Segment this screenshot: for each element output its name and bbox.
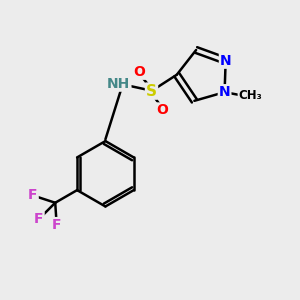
Text: F: F — [28, 188, 38, 202]
Text: O: O — [156, 103, 168, 117]
Text: S: S — [146, 84, 157, 99]
Text: N: N — [219, 85, 230, 99]
Text: F: F — [52, 218, 62, 232]
Text: N: N — [220, 54, 232, 68]
Text: O: O — [134, 65, 146, 79]
Text: CH₃: CH₃ — [238, 88, 262, 102]
Text: NH: NH — [107, 77, 130, 91]
Text: F: F — [34, 212, 44, 226]
